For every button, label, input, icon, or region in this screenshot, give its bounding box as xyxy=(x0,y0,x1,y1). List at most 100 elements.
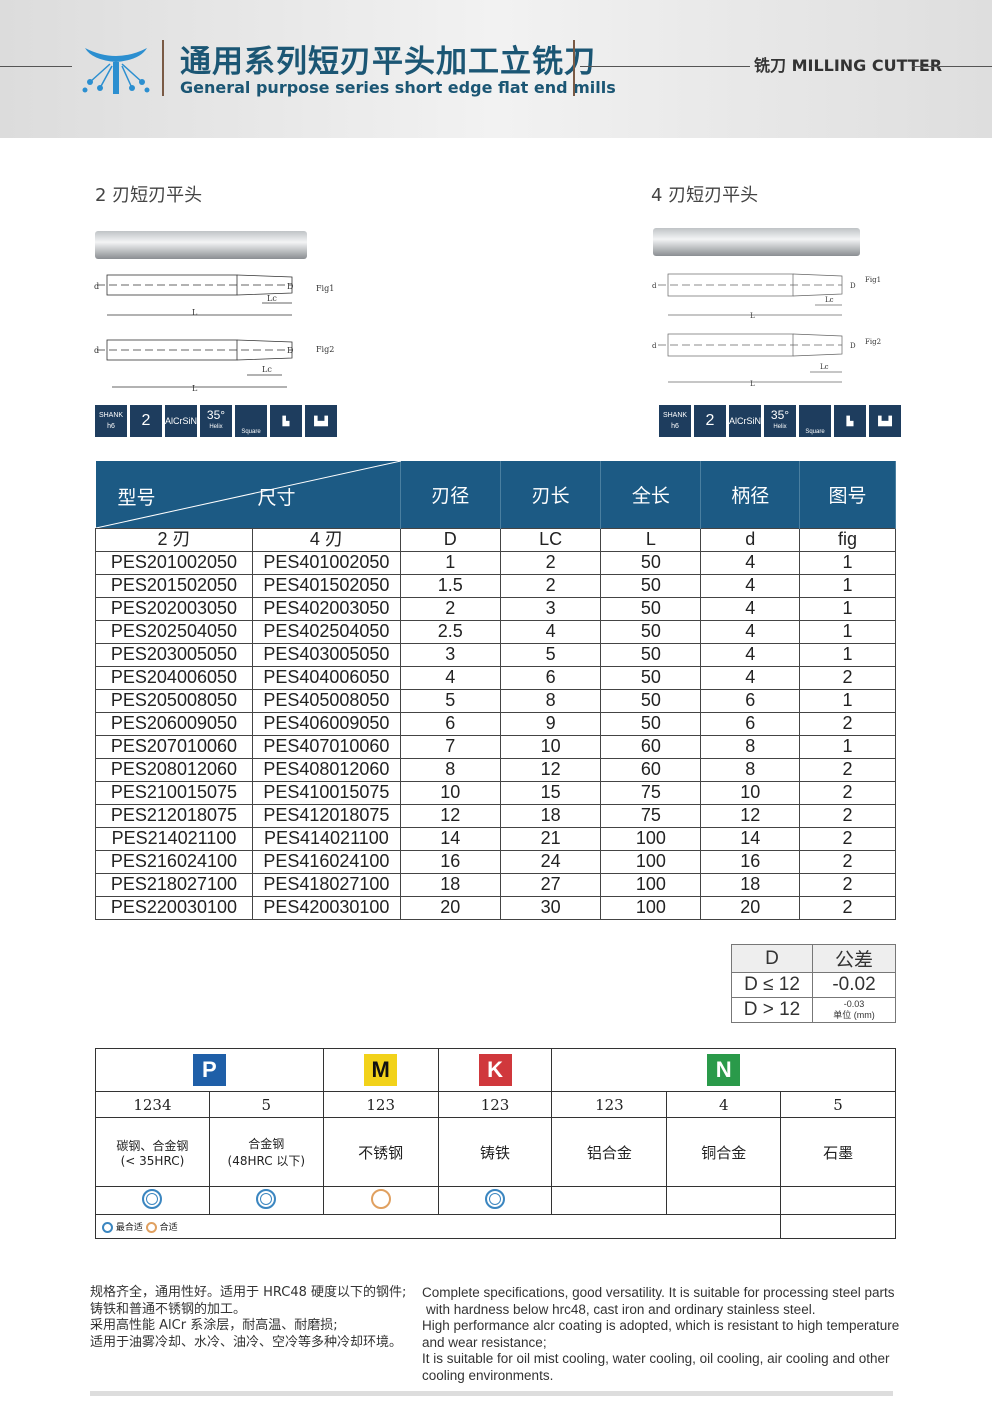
suitable-icon xyxy=(370,1188,391,1209)
table-cell: 8 xyxy=(499,688,602,713)
desc-line: It is suitable for oil mist cooling, wat… xyxy=(422,1351,890,1366)
table-cell: 20 xyxy=(399,895,501,920)
table-cell: 12 xyxy=(399,803,501,828)
table-cell: 3 xyxy=(399,642,501,667)
table-cell: 2 xyxy=(799,849,896,874)
table-cell: 2 xyxy=(799,711,896,736)
suitability-cell xyxy=(551,1186,668,1215)
table-cell: 10 xyxy=(700,780,801,805)
table-row: PES214021100 PES414021100 14 21 100 14 2 xyxy=(95,826,896,851)
profile-u-icon: ▙▟ xyxy=(869,405,901,437)
table-cell: PES214021100 xyxy=(95,826,253,851)
table-cell: PES207010060 xyxy=(95,734,253,759)
table-cell: PES403005050 xyxy=(251,642,401,667)
table-cell: 6 xyxy=(700,711,801,736)
table-cell: 2 xyxy=(799,826,896,851)
table-cell: 2 xyxy=(499,573,602,598)
tol-cell: D > 12 xyxy=(731,997,813,1023)
table-cell: 16 xyxy=(399,849,501,874)
table-cell: 4 xyxy=(499,619,602,644)
logo-icon xyxy=(82,48,150,94)
table-row: PES202504050 PES402504050 2.5 4 50 4 1 xyxy=(95,619,896,644)
shank-label: SHANK xyxy=(662,412,688,419)
table-cell: PES205008050 xyxy=(95,688,253,713)
divider xyxy=(912,66,992,67)
table-cell: PES202003050 xyxy=(95,596,253,621)
table-cell: 4 xyxy=(700,619,801,644)
legend-best: 最合适 xyxy=(115,1223,143,1233)
table-cell: 100 xyxy=(600,895,702,920)
table-cell: 60 xyxy=(600,757,702,782)
table-cell: 2 xyxy=(799,872,896,897)
table-cell: 24 xyxy=(499,849,602,874)
tol-cell: -0.03 单位 (mm) xyxy=(812,997,896,1023)
dim-L-label: L xyxy=(192,384,198,393)
table-cell: 1 xyxy=(799,619,896,644)
subheader-cell: L xyxy=(600,527,702,552)
table-cell: 50 xyxy=(600,550,702,575)
table-cell: 1 xyxy=(799,688,896,713)
table-cell: 2 xyxy=(799,895,896,920)
table-cell: 12 xyxy=(700,803,801,828)
material-names-row: 碳钢、合金钢 (< 35HRC) 合金钢 (48HRC 以下) 不锈钢 铸铁 铝合金 铜合… xyxy=(95,1117,896,1187)
table-row: PES220030100 PES420030100 20 30 100 20 2 xyxy=(95,895,896,920)
table-cell: 18 xyxy=(700,872,801,897)
table-cell: PES204006050 xyxy=(95,665,253,690)
iso-k-badge: K xyxy=(478,1054,512,1086)
table-row: PES202003050 PES402003050 2 3 50 4 1 xyxy=(95,596,896,621)
table-cell: PES401502050 xyxy=(251,573,401,598)
table-cell: 50 xyxy=(600,711,702,736)
section-title-2-flute: 2 刃短刃平头 xyxy=(95,185,203,206)
divider xyxy=(580,66,750,67)
helix-label: Helix xyxy=(209,424,223,430)
grade-cell: 5 xyxy=(780,1091,896,1118)
table-row: PES203005050 PES403005050 3 5 50 4 1 xyxy=(95,642,896,667)
best-icon xyxy=(102,1222,113,1233)
description-cn: 规格齐全，通用性好。适用于 HRC48 硬度以下的钢件; 铸铁和普通不锈钢的加工。… xyxy=(90,1285,420,1351)
table-cell: PES206009050 xyxy=(95,711,253,736)
suitability-cell xyxy=(437,1186,553,1215)
desc-line: 采用高性能 AlCr 系涂层，耐高温、耐磨损; xyxy=(90,1318,338,1333)
material-name: 合金钢 (48HRC 以下) xyxy=(208,1117,324,1187)
square-label: Square xyxy=(241,429,261,435)
table-cell: 1 xyxy=(799,550,896,575)
table-cell: PES410015075 xyxy=(251,780,401,805)
page-title: 通用系列短刃平头加工立铣刀 xyxy=(180,44,596,80)
table-cell: 18 xyxy=(399,872,501,897)
helix-icon: 35° Helix xyxy=(200,405,232,437)
table-cell: 20 xyxy=(700,895,801,920)
shank-icon: SHANK h6 xyxy=(95,405,127,437)
dim-Lc-label: Lc xyxy=(262,365,272,374)
table-cell: 14 xyxy=(700,826,801,851)
table-cell: 5 xyxy=(399,688,501,713)
fig1-label: Fig1 xyxy=(865,276,881,284)
table-row: PES216024100 PES416024100 16 24 100 16 2 xyxy=(95,849,896,874)
table-cell: 2 xyxy=(799,780,896,805)
table-cell: 50 xyxy=(600,596,702,621)
shank-tolerance-label: h6 xyxy=(671,423,679,430)
table-cell: PES218027100 xyxy=(95,872,253,897)
table-cell: 16 xyxy=(700,849,801,874)
table-row: PES205008050 PES405008050 5 8 50 6 1 xyxy=(95,688,896,713)
table-cell: 3 xyxy=(499,596,602,621)
table-cell: 12 xyxy=(499,757,602,782)
tol-cell: -0.02 xyxy=(812,972,896,998)
dim-d-label: d xyxy=(94,346,99,355)
suitability-cell xyxy=(208,1186,324,1215)
drawing-4-flute: d D L Lc Fig1 d D L Lc Fig2 xyxy=(652,273,881,388)
grade-cell: 5 xyxy=(208,1091,324,1118)
desc-line: 铸铁和普通不锈钢的加工。 xyxy=(90,1301,247,1317)
feature-icons-4-flute: SHANK h6 2 AlCrSiN 35° Helix Square ▙ ▙▟ xyxy=(659,405,901,437)
tolerance-table: D 公差 D ≤ 12 -0.02 D > 12 -0.03 单位 (mm) xyxy=(731,944,896,1023)
header-col: 刃长 xyxy=(500,461,602,528)
best-fit-icon xyxy=(485,1188,506,1209)
material-name: 铜合金 xyxy=(666,1117,782,1187)
table-cell: 2 xyxy=(499,550,602,575)
helix-angle-label: 35° xyxy=(206,408,226,422)
table-cell: 6 xyxy=(399,711,501,736)
table-cell: 2 xyxy=(799,803,896,828)
suitable-icon xyxy=(145,1222,157,1233)
divider xyxy=(0,66,72,67)
table-cell: 14 xyxy=(399,826,501,851)
table-cell: PES201502050 xyxy=(95,573,253,598)
